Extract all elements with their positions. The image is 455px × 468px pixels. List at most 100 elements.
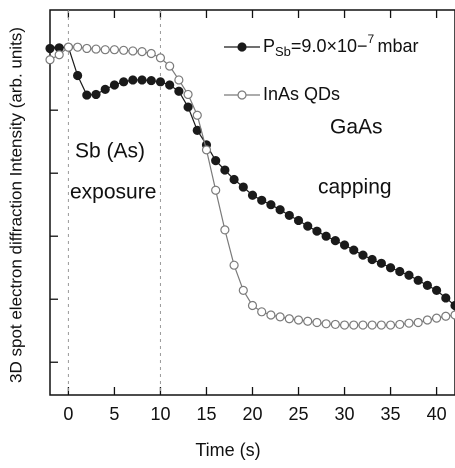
data-point [183, 102, 193, 112]
data-point [275, 312, 285, 322]
data-point [137, 46, 147, 57]
data-point [54, 50, 64, 60]
annotation: GaAs [330, 116, 383, 139]
data-point [100, 45, 110, 55]
data-point [303, 221, 313, 231]
x-tick-label: 15 [196, 404, 216, 424]
annotation: Sb (As) [75, 140, 145, 163]
x-tick-label: 25 [289, 404, 309, 424]
data-point [91, 89, 101, 100]
data-point [404, 318, 414, 328]
x-tick-label: 0 [63, 404, 73, 424]
data-point [284, 314, 294, 324]
data-point [119, 45, 129, 55]
y-axis-label: 3D spot electron diffraction Intensity (… [6, 27, 25, 383]
x-tick-label: 35 [381, 404, 401, 424]
data-point [238, 285, 248, 296]
data-point [349, 245, 359, 255]
data-point [165, 80, 175, 90]
data-point [174, 86, 184, 96]
data-point [109, 80, 120, 90]
x-tick-label: 30 [335, 404, 355, 424]
data-point [450, 310, 455, 320]
data-point [330, 319, 340, 330]
data-point [404, 270, 414, 280]
legend-label: PSb=9.0×10−7 mbar [263, 32, 419, 59]
data-point [247, 190, 258, 200]
x-tick-label: 20 [242, 404, 262, 424]
x-tick-label: 40 [427, 404, 447, 424]
data-point [413, 275, 423, 285]
data-point [128, 46, 138, 56]
data-point [229, 260, 239, 270]
x-tick-label: 5 [109, 404, 119, 424]
data-point [45, 55, 55, 65]
data-point [174, 75, 184, 85]
data-point [312, 317, 322, 328]
data-point [376, 320, 386, 330]
data-point [330, 236, 340, 246]
data-point [257, 195, 267, 205]
legend-label: InAs QDs [263, 84, 340, 104]
data-point [441, 293, 451, 303]
data-point [385, 263, 396, 273]
data-point [82, 90, 92, 100]
data-point [45, 43, 55, 54]
data-point [321, 231, 331, 241]
data-point [367, 320, 377, 330]
data-point [128, 75, 138, 85]
data-point [431, 285, 442, 296]
data-point [220, 225, 230, 235]
data-point [293, 215, 304, 226]
data-point [275, 205, 285, 215]
data-point [146, 75, 156, 86]
data-point [109, 45, 120, 55]
x-tick-label: 10 [150, 404, 170, 424]
data-point [358, 250, 368, 260]
data-point [247, 300, 258, 311]
data-point [201, 145, 212, 155]
data-point [339, 320, 350, 330]
data-point [349, 320, 359, 330]
data-point [119, 77, 129, 87]
data-point [82, 43, 92, 54]
data-point [385, 320, 396, 330]
data-point [192, 110, 202, 120]
data-point [137, 75, 147, 85]
annotation: capping [318, 176, 392, 199]
data-point [450, 300, 455, 311]
x-axis-label: Time (s) [195, 440, 260, 460]
data-point [155, 53, 166, 63]
data-point [422, 315, 432, 325]
data-point [266, 310, 276, 320]
data-point [220, 165, 230, 175]
data-point [73, 42, 83, 52]
data-point [339, 240, 350, 250]
data-point [284, 210, 294, 221]
data-point [321, 319, 331, 329]
data-point [422, 280, 432, 290]
data-point [358, 320, 368, 330]
data-point [293, 315, 304, 325]
data-point [165, 61, 175, 71]
data-point [431, 313, 442, 323]
data-point [73, 70, 83, 81]
data-point [146, 48, 156, 59]
data-point [211, 155, 221, 166]
data-point [257, 307, 267, 317]
legend-marker [237, 90, 247, 100]
data-point [413, 317, 423, 328]
legend-marker [237, 42, 247, 52]
data-point [441, 311, 451, 321]
data-point [91, 44, 101, 54]
data-point [238, 182, 248, 192]
data-point [395, 319, 405, 330]
data-point [100, 84, 110, 94]
data-point [211, 185, 221, 195]
data-point [266, 200, 276, 210]
data-point [63, 42, 74, 52]
data-point [395, 266, 405, 277]
data-point [155, 77, 166, 87]
data-point [183, 89, 193, 100]
